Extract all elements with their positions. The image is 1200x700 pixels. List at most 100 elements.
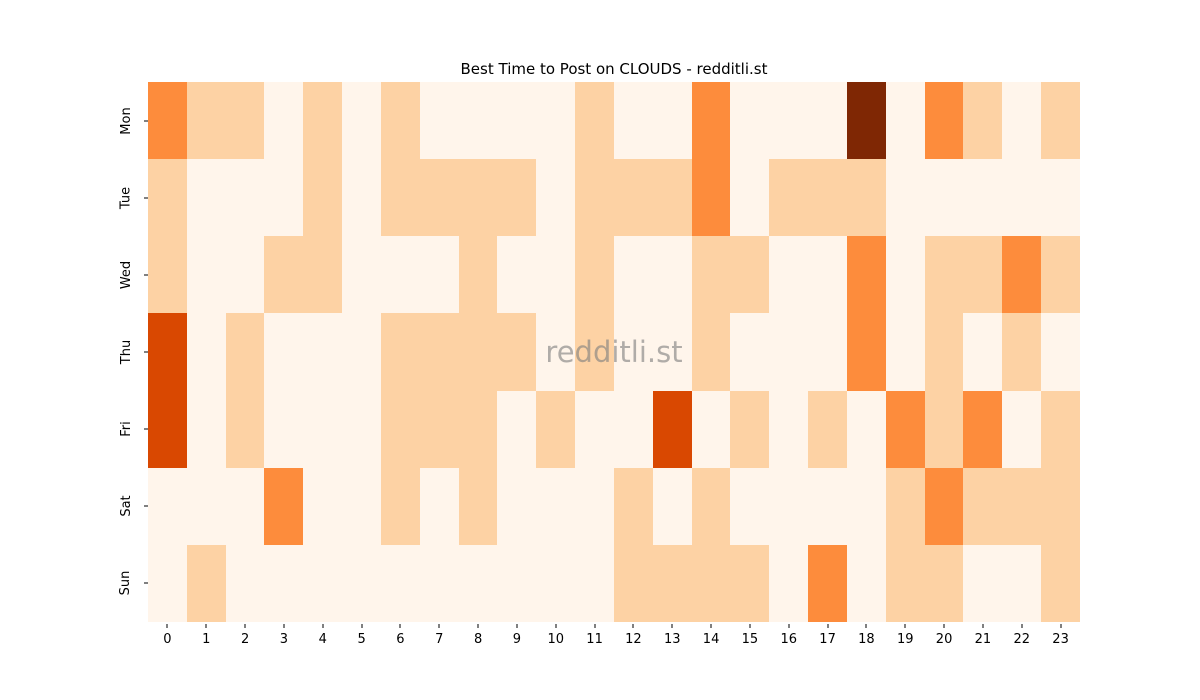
heatmap-cell — [536, 159, 576, 237]
x-tick-mark — [865, 624, 867, 628]
heatmap-cell — [575, 390, 614, 468]
heatmap-cell — [963, 313, 1003, 391]
heatmap-cell — [186, 159, 226, 237]
heatmap-cell — [225, 236, 265, 314]
x-tick-mark — [361, 624, 363, 628]
heatmap-cell — [264, 544, 304, 622]
heatmap-cell — [342, 159, 381, 237]
heatmap-cell — [730, 544, 770, 622]
heatmap-cell — [148, 236, 187, 314]
heatmap-cell — [730, 390, 770, 468]
x-tick-label: 23 — [1052, 632, 1069, 647]
heatmap-cell — [264, 159, 304, 237]
heatmap-cell — [846, 467, 886, 545]
heatmap-cell — [419, 159, 459, 237]
heatmap-cell — [730, 159, 770, 237]
x-tick-label: 16 — [780, 632, 798, 647]
heatmap-cell — [186, 82, 226, 160]
x-tick-label: 18 — [858, 632, 875, 647]
x-tick-label: 14 — [702, 632, 720, 647]
heatmap-cell — [1002, 467, 1042, 545]
x-tick-label: 22 — [1013, 632, 1031, 647]
x-tick-label: 10 — [547, 632, 565, 647]
heatmap-cell — [1002, 313, 1042, 391]
heatmap-cell — [458, 544, 498, 622]
heatmap-cell — [1041, 236, 1080, 314]
heatmap-cell — [769, 313, 809, 391]
heatmap-cell — [652, 159, 692, 237]
y-tick-mark — [144, 505, 148, 507]
x-tick-mark — [477, 624, 479, 628]
heatmap-cell — [846, 313, 886, 391]
heatmap-cell — [380, 236, 420, 314]
heatmap-cell — [846, 82, 886, 160]
heatmap-cell — [497, 544, 537, 622]
x-tick-mark — [788, 624, 790, 628]
y-tick-mark — [144, 197, 148, 199]
heatmap-cell — [536, 390, 576, 468]
heatmap-cell — [846, 159, 886, 237]
heatmap-cell — [924, 390, 964, 468]
heatmap-cell — [303, 467, 343, 545]
heatmap-cell — [963, 544, 1003, 622]
x-tick-mark — [205, 624, 207, 628]
heatmap-plot — [148, 82, 1080, 622]
heatmap-cell — [691, 159, 731, 237]
heatmap-cell — [303, 390, 343, 468]
heatmap-cell — [342, 467, 381, 545]
x-tick-label: 2 — [240, 632, 250, 647]
heatmap-cell — [1002, 544, 1042, 622]
x-tick-mark — [749, 624, 751, 628]
heatmap-cell — [186, 313, 226, 391]
heatmap-cell — [380, 82, 420, 160]
heatmap-cell — [575, 82, 614, 160]
heatmap-cell — [497, 82, 537, 160]
heatmap-cell — [225, 313, 265, 391]
heatmap-cell — [342, 236, 381, 314]
heatmap-cell — [1002, 159, 1042, 237]
y-tick-label: Sun — [118, 571, 134, 596]
heatmap-cell — [924, 159, 964, 237]
heatmap-cell — [613, 313, 653, 391]
heatmap-cell — [846, 236, 886, 314]
heatmap-cell — [1041, 467, 1080, 545]
x-tick-mark — [438, 624, 440, 628]
heatmap-cell — [303, 544, 343, 622]
x-tick-label: 13 — [663, 632, 681, 647]
heatmap-cell — [924, 467, 964, 545]
heatmap-cell — [1041, 82, 1080, 160]
x-tick-mark — [283, 624, 285, 628]
heatmap-cell — [730, 236, 770, 314]
x-tick-mark — [632, 624, 634, 628]
heatmap-cell — [691, 236, 731, 314]
x-tick-label: 4 — [318, 632, 327, 647]
heatmap-cell — [380, 467, 420, 545]
heatmap-cell — [1002, 82, 1042, 160]
y-tick-label: Mon — [118, 106, 134, 135]
x-axis: 0 1 2 3 4 5 6 7 8 9 10 11 12 13 14 15 16 17 18 19 20 21 22 23 — [148, 622, 1080, 658]
heatmap-cell — [885, 390, 925, 468]
heatmap-cell — [264, 236, 304, 314]
x-tick-label: 21 — [974, 632, 992, 647]
x-tick-mark — [710, 624, 712, 628]
x-tick-label: 6 — [396, 632, 405, 647]
x-tick-mark — [904, 624, 906, 628]
heatmap-cell — [342, 544, 381, 622]
x-tick-mark — [555, 624, 557, 628]
heatmap-cell — [885, 159, 925, 237]
heatmap-cell — [963, 390, 1003, 468]
heatmap-cell — [924, 236, 964, 314]
heatmap-cell — [808, 544, 847, 622]
heatmap-cell — [148, 467, 187, 545]
heatmap-cell — [769, 467, 809, 545]
x-tick-label: 1 — [202, 632, 211, 647]
x-tick-mark — [1021, 624, 1023, 628]
heatmap-cell — [691, 82, 731, 160]
heatmap-cell — [342, 313, 381, 391]
heatmap-cell — [497, 467, 537, 545]
heatmap-cell — [1041, 313, 1080, 391]
heatmap-cell — [497, 236, 537, 314]
heatmap-cell — [808, 82, 847, 160]
x-tick-mark — [594, 624, 596, 628]
x-tick-mark — [982, 624, 984, 628]
